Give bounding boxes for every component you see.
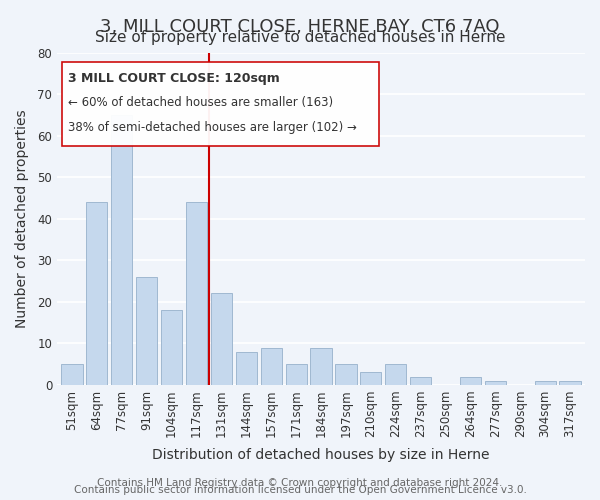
Text: ← 60% of detached houses are smaller (163): ← 60% of detached houses are smaller (16… [68, 96, 333, 108]
Text: 3 MILL COURT CLOSE: 120sqm: 3 MILL COURT CLOSE: 120sqm [68, 72, 280, 86]
Bar [385, 364, 406, 385]
Bar [360, 372, 382, 385]
Y-axis label: Number of detached properties: Number of detached properties [15, 110, 29, 328]
Bar [236, 352, 257, 385]
Bar [310, 348, 332, 385]
Bar [161, 310, 182, 385]
Text: Size of property relative to detached houses in Herne: Size of property relative to detached ho… [95, 30, 505, 45]
Bar [211, 294, 232, 385]
Bar [535, 380, 556, 385]
Text: Contains HM Land Registry data © Crown copyright and database right 2024.: Contains HM Land Registry data © Crown c… [97, 478, 503, 488]
Text: Contains public sector information licensed under the Open Government Licence v3: Contains public sector information licen… [74, 485, 526, 495]
Bar [186, 202, 207, 385]
Bar [111, 115, 133, 385]
Bar [335, 364, 356, 385]
Text: 38% of semi-detached houses are larger (102) →: 38% of semi-detached houses are larger (… [68, 120, 356, 134]
Bar [136, 277, 157, 385]
Bar [460, 376, 481, 385]
Bar [61, 364, 83, 385]
Bar [410, 376, 431, 385]
Bar [485, 380, 506, 385]
Bar [86, 202, 107, 385]
Bar [260, 348, 282, 385]
X-axis label: Distribution of detached houses by size in Herne: Distribution of detached houses by size … [152, 448, 490, 462]
Bar [559, 380, 581, 385]
Bar [286, 364, 307, 385]
Text: 3, MILL COURT CLOSE, HERNE BAY, CT6 7AQ: 3, MILL COURT CLOSE, HERNE BAY, CT6 7AQ [100, 18, 500, 36]
FancyBboxPatch shape [62, 62, 379, 146]
